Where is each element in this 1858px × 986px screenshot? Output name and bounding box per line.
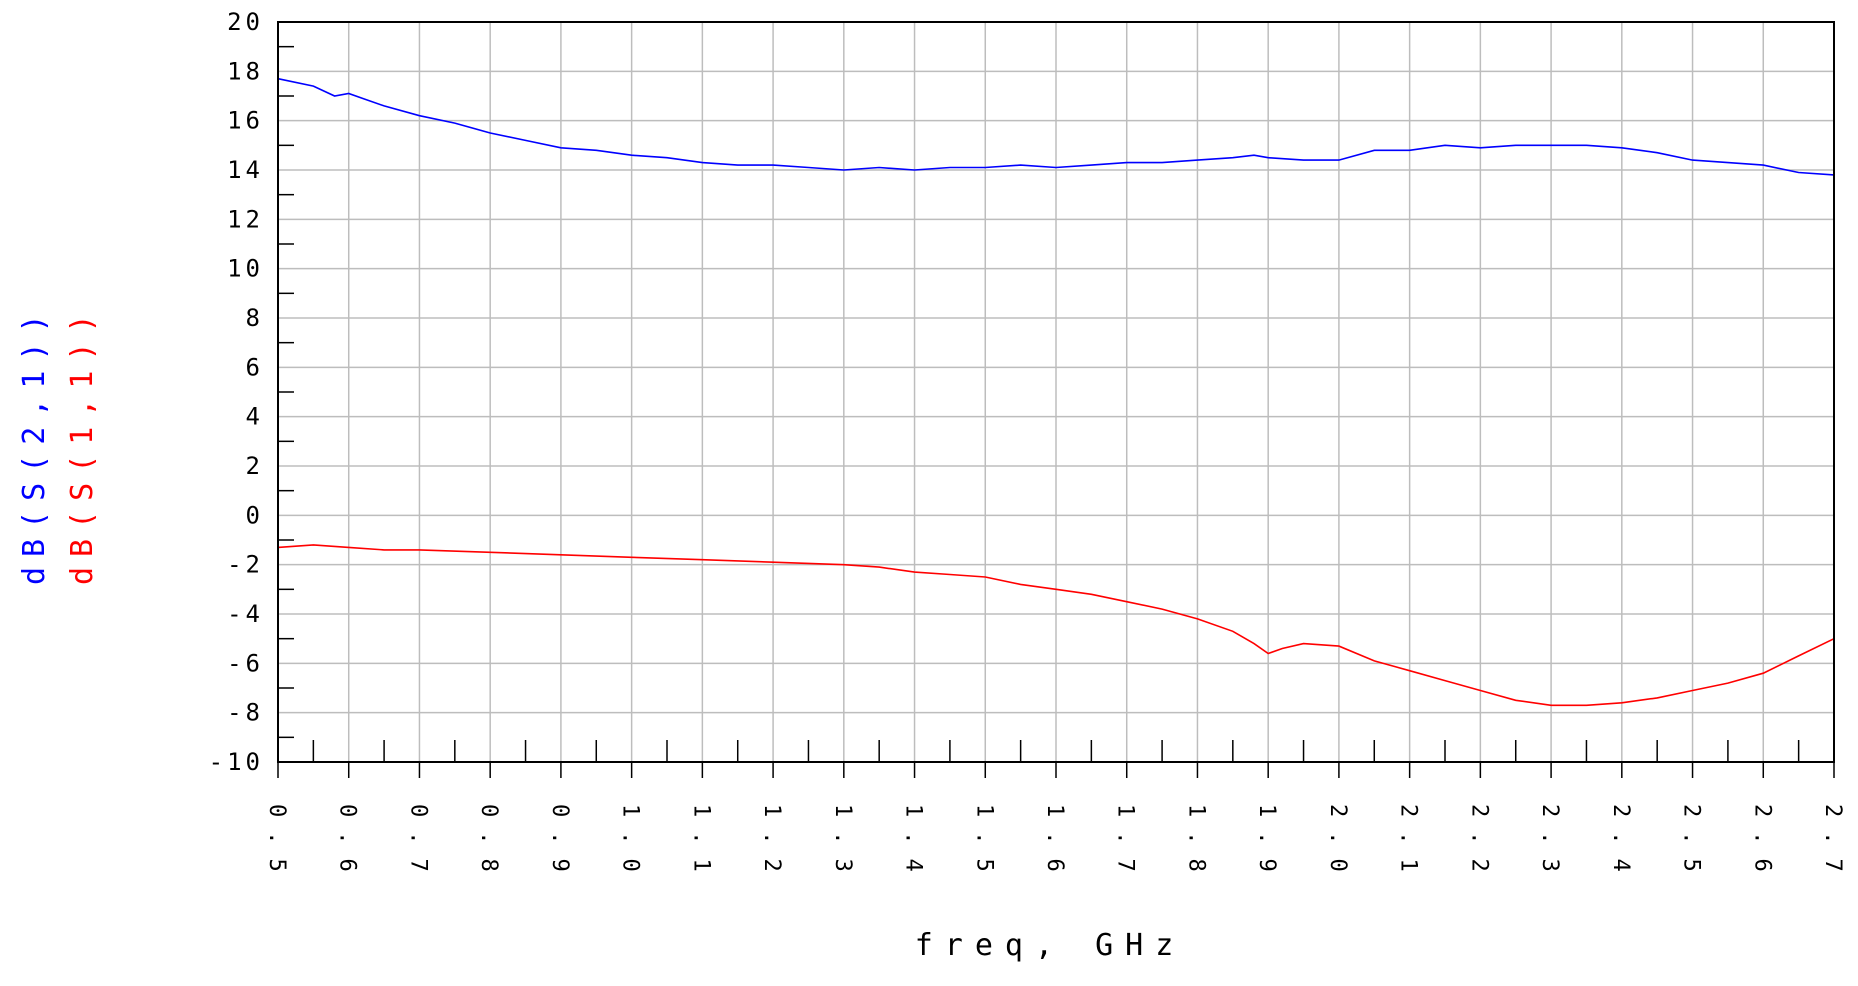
y-tick-label: 6: [246, 353, 264, 381]
x-tick-label: 0.6: [335, 804, 360, 886]
y-axis-label-s11: dB(S(1,1)): [65, 304, 100, 585]
x-tick-label: 1.6: [1042, 804, 1067, 886]
x-tick-label: 0.5: [264, 804, 289, 886]
x-tick-label: 2.2: [1466, 804, 1491, 886]
y-tick-label: -8: [227, 699, 264, 727]
series-line-s11: [277, 544, 1835, 707]
y-tick-label: 8: [246, 304, 264, 332]
y-tick-label: -6: [227, 649, 264, 677]
x-tick-label: 0.9: [547, 804, 572, 886]
y-tick-label: 10: [227, 255, 264, 283]
x-tick-label: 1.7: [1113, 804, 1138, 886]
y-tick-label: 20: [227, 8, 264, 36]
x-tick-label: 0.8: [476, 804, 501, 886]
grid: [277, 21, 1835, 763]
y-tick-label: 12: [227, 205, 264, 233]
series-lines: [277, 77, 1835, 707]
y-tick-label: 18: [227, 57, 264, 85]
x-tick-label: 2.0: [1325, 804, 1350, 886]
x-tick-label: 2.7: [1820, 804, 1845, 886]
minor-ticks: [277, 45, 1835, 778]
x-tick-label: 1.1: [688, 804, 713, 886]
x-tick-label: 0.7: [405, 804, 430, 886]
y-tick-label: -4: [227, 600, 264, 628]
y-tick-label: 16: [227, 107, 264, 135]
x-tick-label: 1.3: [830, 804, 855, 886]
x-tick-label: 2.6: [1749, 804, 1774, 886]
x-tick-label: 1.0: [618, 804, 643, 886]
y-tick-label: 0: [246, 501, 264, 529]
x-tick-label: 2.5: [1679, 804, 1704, 886]
y-tick-label: -10: [209, 748, 264, 776]
x-axis-label: freq, GHz: [915, 928, 1186, 963]
x-tick-label: 1.2: [759, 804, 784, 886]
x-tick-label: 2.3: [1537, 804, 1562, 886]
x-tick-label: 1.5: [971, 804, 996, 886]
y-tick-label: -2: [227, 551, 264, 579]
y-tick-label: 4: [246, 403, 264, 431]
x-tick-label: 1.8: [1183, 804, 1208, 886]
y-axis-label-s21: dB(S(2,1)): [17, 304, 52, 585]
x-tick-label: 2.4: [1608, 804, 1633, 886]
plot-frame: [277, 21, 1835, 763]
y-tick-label: 2: [246, 452, 264, 480]
y-axis-labels: dB(S(2,1)) dB(S(1,1)): [17, 304, 100, 585]
series-line-s21: [277, 77, 1835, 176]
x-tick-label: 2.1: [1396, 804, 1421, 886]
x-tick-label: 1.4: [901, 804, 926, 886]
x-tick-label: 1.9: [1254, 804, 1279, 886]
x-tick-labels: 0.5 0.6 0.7 0.8 0.9 1.0 1.1 1.2 1.3 1.4 1.5 1.6 1.7 1…: [264, 804, 1845, 886]
y-tick-label: 14: [227, 156, 264, 184]
